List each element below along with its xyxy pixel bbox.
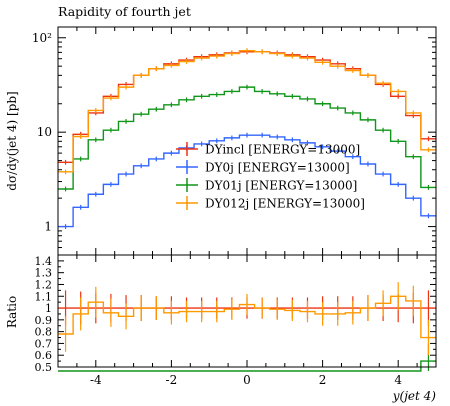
main-series-group xyxy=(58,48,436,229)
series-line xyxy=(58,134,436,228)
legend-entry: DYincl [ENERGY=13000] xyxy=(176,142,360,157)
main-axis-ticks: 1 10 10² xyxy=(32,31,436,249)
ratio-y-tick-label: 1.4 xyxy=(35,255,53,268)
legend-entry: DY01j [ENERGY=13000] xyxy=(176,178,357,193)
ratio-series-group xyxy=(58,282,436,372)
ratio-y-tick-label: 1 xyxy=(45,302,52,315)
legend-label: DYincl [ENERGY=13000] xyxy=(205,143,360,157)
series-dy0j xyxy=(58,132,436,229)
legend-label: DY0j [ENERGY=13000] xyxy=(205,161,350,175)
x-tick-label: -4 xyxy=(90,373,102,387)
ratio-y-label: Ratio xyxy=(5,296,19,328)
x-tick-label: 2 xyxy=(319,373,327,387)
main-y-label: dσ/dy(jet 4) [pb] xyxy=(5,91,19,190)
ratio-y-tick-label: 0.5 xyxy=(35,361,53,374)
legend: DYincl [ENERGY=13000] DY0j [ENERGY=13000]… xyxy=(176,142,365,211)
ratio-axis-ticks: 0.50.60.70.80.911.11.21.31.4 xyxy=(35,255,436,374)
ratio-y-tick-label: 0.8 xyxy=(35,326,53,339)
legend-entry: DY0j [ENERGY=13000] xyxy=(176,160,350,175)
series-dy01j xyxy=(58,84,436,192)
x-axis-label: y(jet 4) xyxy=(392,389,437,403)
ratio-y-tick-label: 0.7 xyxy=(35,337,53,350)
ratio-series-dy012j xyxy=(58,282,436,356)
chart-title: Rapidity of fourth jet xyxy=(58,4,191,19)
ratio-y-tick-label: 1.1 xyxy=(35,290,53,303)
legend-label: DY012j [ENERGY=13000] xyxy=(205,197,365,211)
ratio-y-tick-label: 1.3 xyxy=(35,267,53,280)
x-tick-label: 4 xyxy=(394,373,402,387)
ratio-y-tick-label: 1.2 xyxy=(35,278,53,291)
main-panel: 1 10 10² dσ/dy(jet 4) [pb] xyxy=(5,26,437,256)
y-tick-label: 10² xyxy=(32,31,52,45)
series-dy012j xyxy=(58,48,436,175)
x-tick-label: 0 xyxy=(243,373,251,387)
ratio-y-tick-label: 0.6 xyxy=(35,349,53,362)
ratio-line xyxy=(58,295,436,339)
ratio-y-tick-label: 0.9 xyxy=(35,314,53,327)
y-tick-label: 1 xyxy=(44,220,52,234)
legend-entry: DY012j [ENERGY=13000] xyxy=(176,196,365,211)
ratio-line xyxy=(58,360,436,372)
main-frame xyxy=(57,26,437,256)
legend-label: DY01j [ENERGY=13000] xyxy=(205,179,357,193)
x-axis-ticks: -4 -2 0 2 4 xyxy=(57,27,437,387)
x-tick-label: -2 xyxy=(166,373,178,387)
ratio-panel: 0.50.60.70.80.911.11.21.31.4 Ratio xyxy=(5,254,437,374)
y-tick-label: 10 xyxy=(37,125,52,139)
